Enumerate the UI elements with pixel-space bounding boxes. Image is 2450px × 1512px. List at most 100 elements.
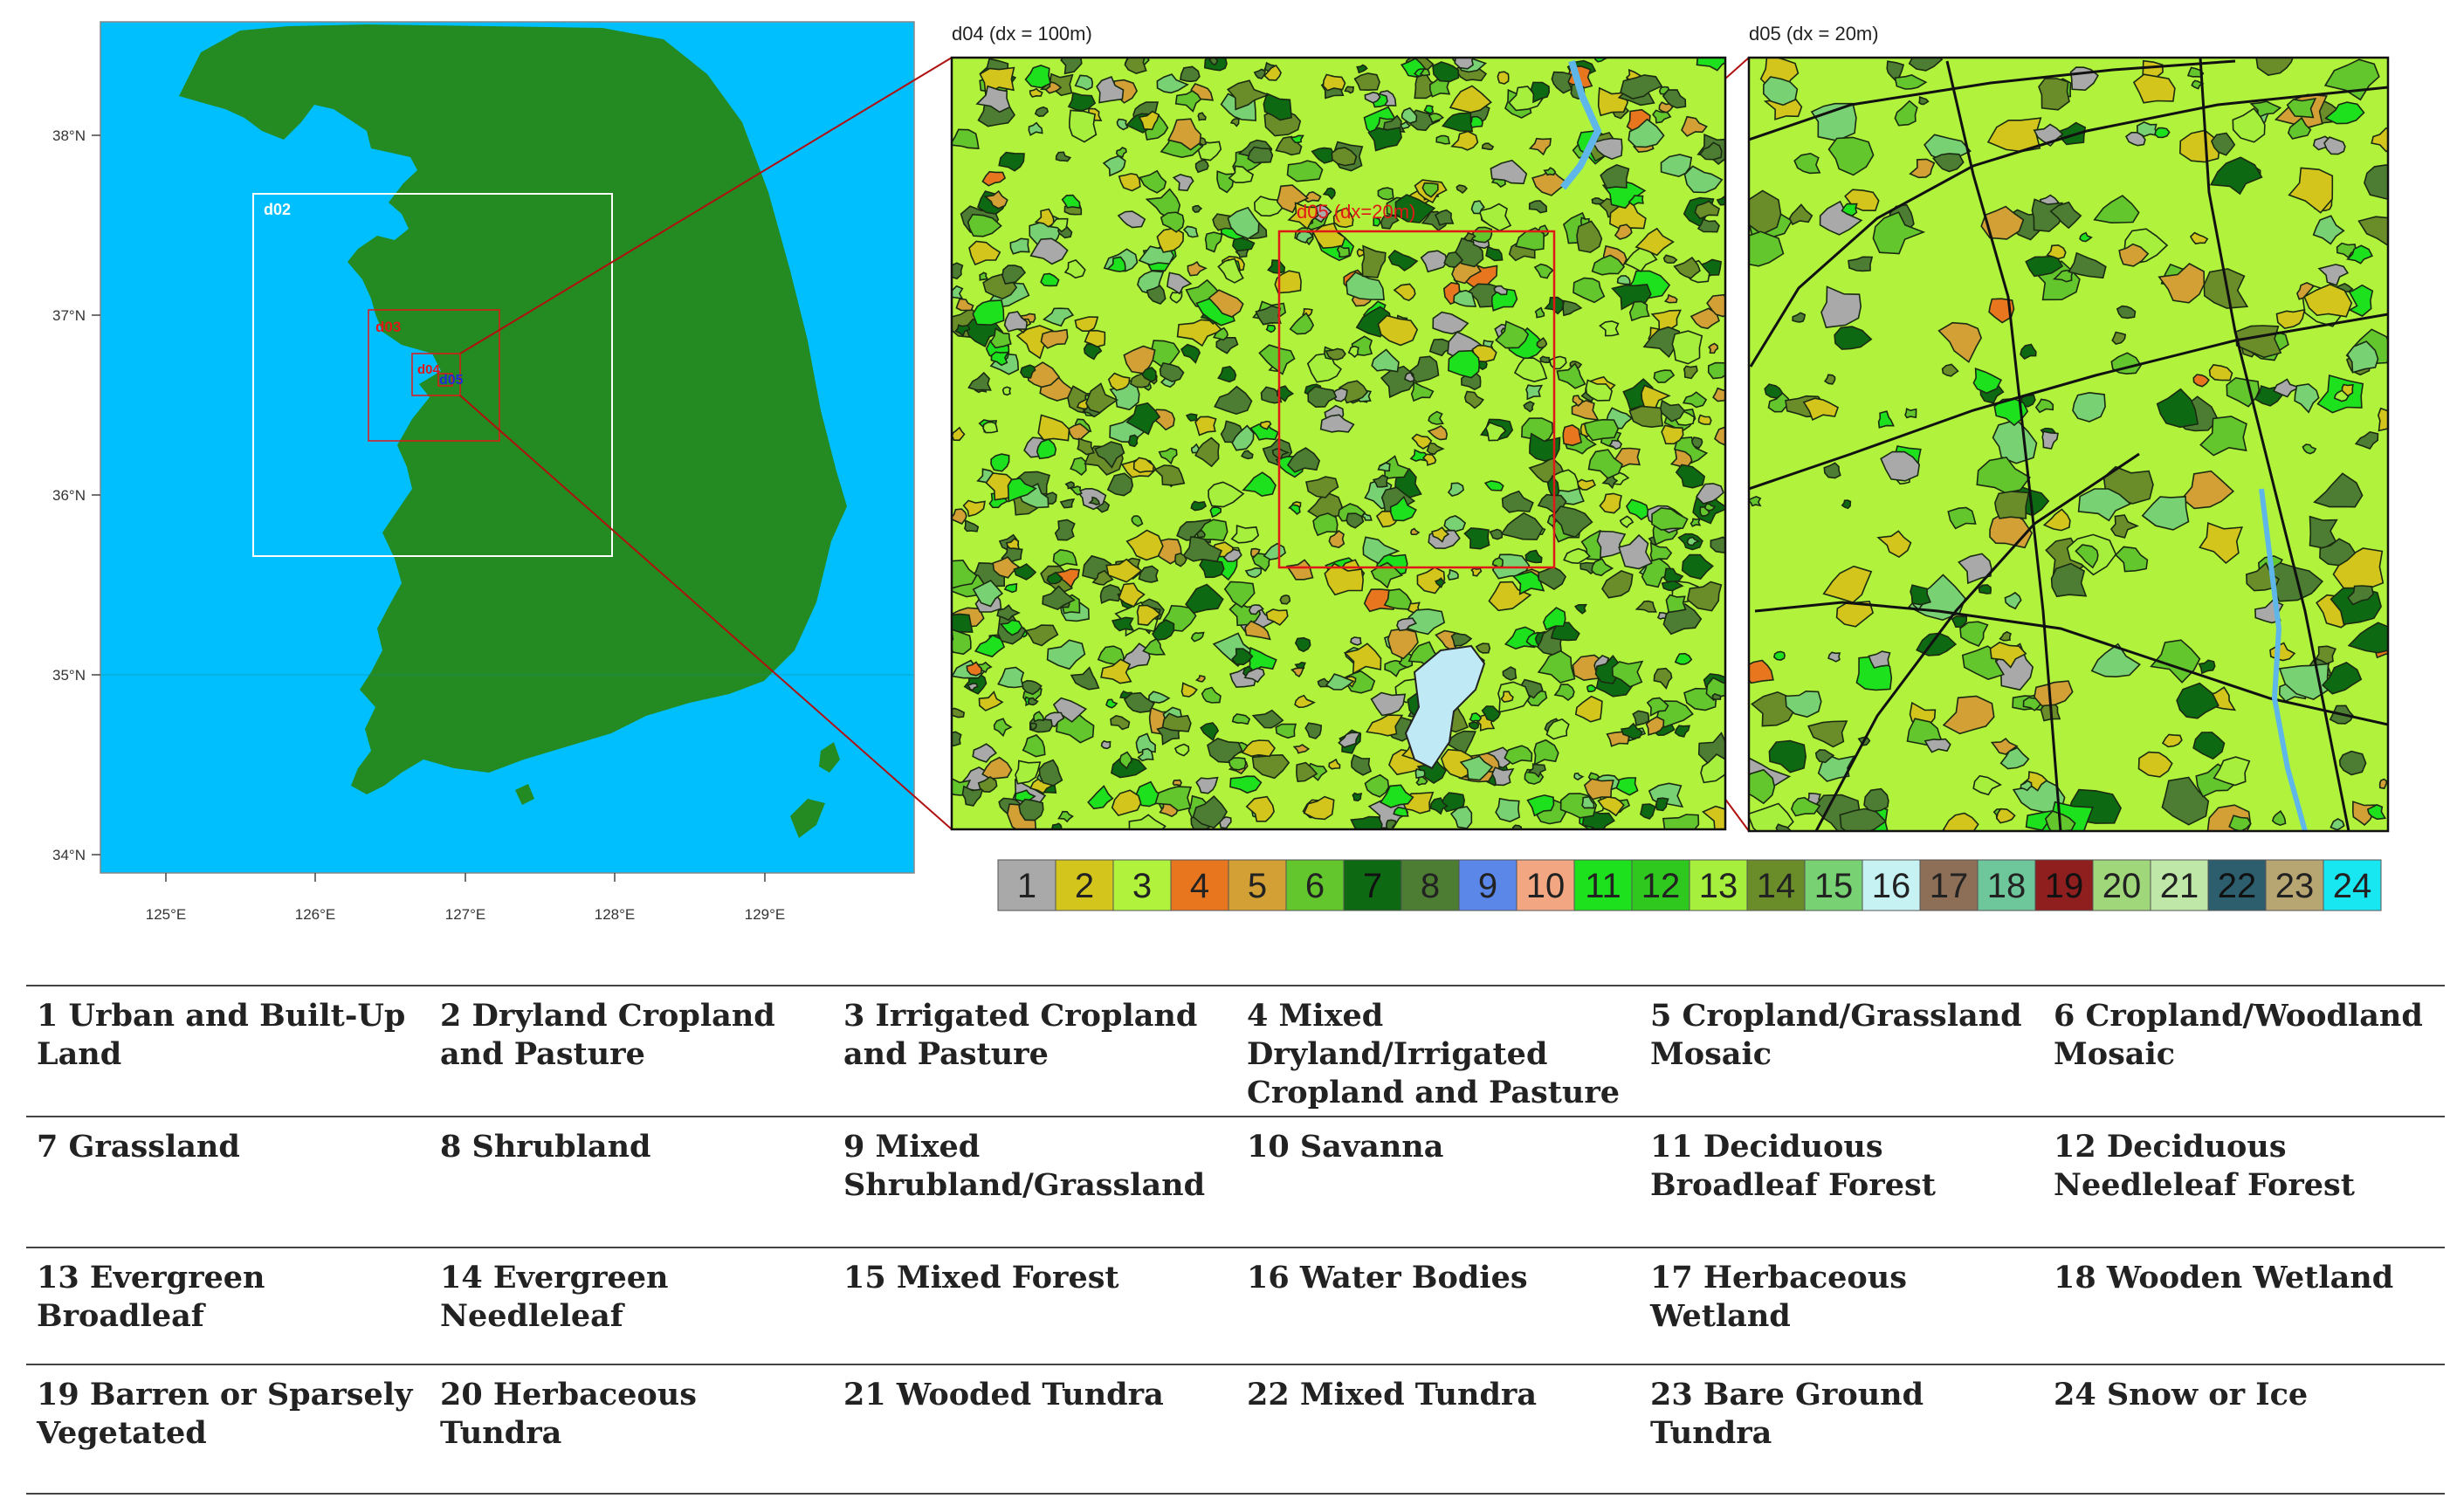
landuse-patch [1287, 202, 1319, 230]
table-cell: 3 Irrigated Cropland and Pasture [843, 998, 1198, 1072]
landuse-patch [1599, 320, 1620, 337]
colorbar-swatch [1458, 859, 1517, 911]
landuse-patch [1762, 76, 1799, 107]
colorbar-swatch [997, 859, 1056, 911]
landuse-patch [1185, 413, 1199, 422]
landuse-patch [1583, 418, 1620, 442]
colorbar-swatch [2092, 859, 2151, 911]
landuse-patch [1877, 410, 1895, 429]
landuse-patch [1619, 515, 1634, 529]
landuse-patch [2199, 416, 2247, 457]
landuse-patch [1695, 483, 1724, 505]
landuse-patch [1552, 505, 1593, 539]
d04-landuse-raster [952, 58, 1725, 829]
landuse-patch [1046, 639, 1086, 670]
landuse-patch [1194, 436, 1220, 468]
domain-map: 38°N 37°N 36°N 35°N 34°N 125°E 126°E 127… [52, 21, 915, 923]
landuse-patch [1681, 553, 1714, 580]
landuse-patch [1421, 182, 1439, 198]
landuse-patch [1061, 194, 1081, 210]
landuse-patch [1018, 798, 1044, 821]
landuse-patch [1147, 691, 1171, 704]
landuse-patch [1773, 650, 1786, 661]
landuse-patch [1618, 533, 1653, 570]
landuse-patch [1650, 309, 1682, 332]
landuse-patch [1999, 630, 2012, 642]
landuse-patch [2136, 121, 2161, 137]
colorbar-swatch [2207, 859, 2267, 911]
landuse-patch [1910, 584, 1931, 606]
landuse-patch [1130, 373, 1152, 388]
landuse-patch [1013, 563, 1037, 581]
landuse-patch [1671, 330, 1703, 365]
landuse-patch [1248, 604, 1264, 615]
landuse-patch [952, 262, 964, 280]
d04-panel: d04 (dx = 100m) d05 (dx=20m) [950, 23, 1727, 831]
landuse-patch [1351, 753, 1373, 776]
landuse-patch [1222, 548, 1242, 563]
colorbar-swatch [1055, 859, 1114, 911]
landuse-patch [975, 85, 1011, 113]
landuse-patch [1263, 93, 1292, 121]
landuse-patch [967, 371, 992, 391]
landuse-patch [2275, 308, 2306, 329]
colorbar-label: 4 [1190, 867, 1209, 905]
landuse-patch [1596, 530, 1627, 559]
landuse-patch [1628, 118, 1665, 148]
landuse-patch [1656, 611, 1668, 620]
colorbar-swatch [2265, 859, 2324, 911]
landuse-patch [1370, 561, 1404, 589]
landuse-patch [1785, 690, 1822, 718]
landuse-patch [1651, 507, 1689, 531]
landuse-patch [2109, 514, 2139, 539]
landuse-patch [1360, 512, 1373, 521]
landuse-patch [1394, 194, 1436, 223]
landuse-patch [1296, 761, 1318, 783]
landuse-patch [1304, 722, 1323, 739]
landuse-patch [1040, 328, 1069, 349]
landuse-patch [1160, 211, 1185, 233]
landuse-patch [1088, 496, 1101, 505]
landuse-patch [1674, 725, 1691, 738]
landuse-patch [1226, 79, 1270, 111]
landuse-category-table: 1 Urban and Built-Up Land 2 Dryland Crop… [26, 985, 2445, 1495]
landuse-patch [1469, 115, 1483, 128]
landuse-patch [952, 707, 966, 718]
landuse-patch [2336, 242, 2357, 259]
landuse-patch [1823, 462, 1841, 479]
landuse-patch [1529, 432, 1561, 462]
landuse-patch [1904, 408, 1917, 419]
landuse-patch [1980, 205, 2025, 240]
table-cell: 16 Water Bodies [1247, 1260, 1528, 1296]
landuse-patch [2203, 268, 2249, 309]
landuse-patch [2347, 622, 2388, 654]
landuse-patch [1028, 121, 1043, 136]
landuse-patch [1364, 773, 1390, 798]
landuse-patch [1125, 402, 1161, 436]
landuse-patch [1434, 209, 1455, 226]
landuse-patch [1641, 384, 1671, 410]
colorbar-label: 1 [1017, 867, 1036, 905]
landuse-patch [1490, 159, 1528, 185]
landuse-patch [1490, 287, 1518, 312]
table-cell: 24 Snow or Ice [2054, 1377, 2309, 1412]
landuse-patch [1245, 795, 1275, 822]
colorbar-label: 17 [1930, 867, 1969, 905]
landuse-patch [1223, 581, 1256, 608]
landuse-patch [1322, 187, 1336, 200]
landuse-patch [2324, 101, 2365, 125]
landuse-patch [1447, 482, 1464, 497]
table-row: 7 Grassland 8 Shrubland 9 Mixed Shrublan… [26, 1117, 2445, 1247]
landuse-patch [1085, 382, 1119, 414]
landuse-patch [1481, 142, 1495, 150]
landuse-patch [1022, 734, 1046, 758]
landuse-patch [1994, 491, 2030, 519]
landuse-patch [2020, 771, 2048, 792]
landuse-patch [1265, 324, 1277, 333]
landuse-patch [1450, 130, 1479, 151]
landuse-patch [2213, 756, 2251, 787]
landuse-patch [1377, 187, 1394, 201]
landuse-patch [2315, 645, 2336, 665]
landuse-patch [1200, 722, 1220, 742]
landuse-patch [1167, 271, 1193, 295]
